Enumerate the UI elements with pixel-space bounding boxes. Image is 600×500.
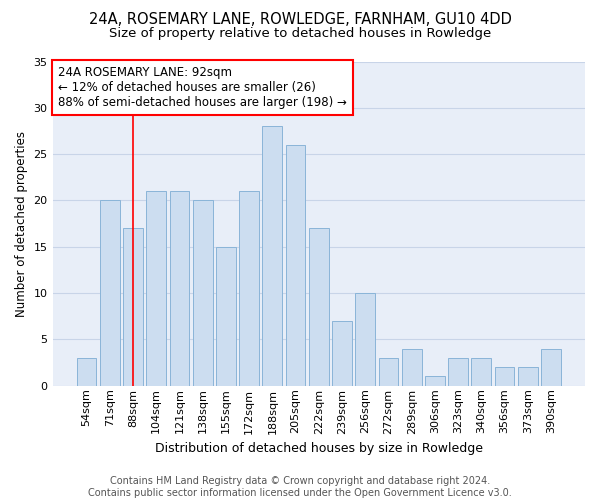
Bar: [448, 358, 468, 386]
Bar: [332, 321, 352, 386]
Bar: [170, 191, 190, 386]
Bar: [193, 200, 212, 386]
Bar: [239, 191, 259, 386]
Bar: [77, 358, 97, 386]
Bar: [472, 358, 491, 386]
Bar: [425, 376, 445, 386]
Bar: [379, 358, 398, 386]
Text: 24A, ROSEMARY LANE, ROWLEDGE, FARNHAM, GU10 4DD: 24A, ROSEMARY LANE, ROWLEDGE, FARNHAM, G…: [89, 12, 511, 28]
Bar: [494, 367, 514, 386]
Bar: [286, 145, 305, 386]
Bar: [355, 293, 375, 386]
Bar: [402, 348, 422, 386]
Bar: [518, 367, 538, 386]
Text: Size of property relative to detached houses in Rowledge: Size of property relative to detached ho…: [109, 28, 491, 40]
Bar: [262, 126, 282, 386]
X-axis label: Distribution of detached houses by size in Rowledge: Distribution of detached houses by size …: [155, 442, 483, 455]
Bar: [146, 191, 166, 386]
Bar: [123, 228, 143, 386]
Text: 24A ROSEMARY LANE: 92sqm
← 12% of detached houses are smaller (26)
88% of semi-d: 24A ROSEMARY LANE: 92sqm ← 12% of detach…: [58, 66, 347, 110]
Bar: [541, 348, 561, 386]
Bar: [100, 200, 119, 386]
Text: Contains HM Land Registry data © Crown copyright and database right 2024.
Contai: Contains HM Land Registry data © Crown c…: [88, 476, 512, 498]
Y-axis label: Number of detached properties: Number of detached properties: [15, 130, 28, 316]
Bar: [216, 247, 236, 386]
Bar: [309, 228, 329, 386]
